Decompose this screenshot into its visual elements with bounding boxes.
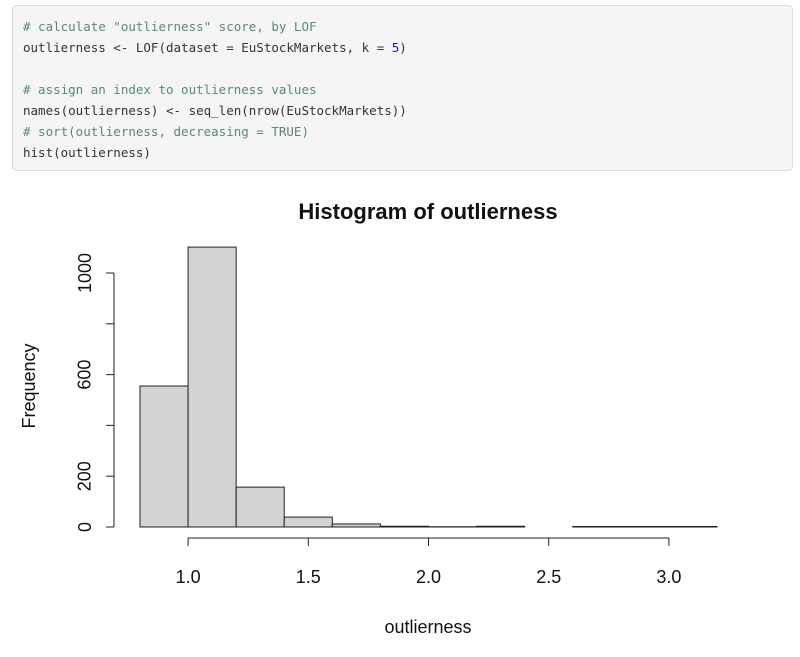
code-token: names(outlierness) <- seq_len(nrow(EuSto… <box>23 103 407 118</box>
bar <box>572 525 622 528</box>
bar <box>476 525 526 528</box>
bar <box>283 516 333 528</box>
x-tick-label: 3.0 <box>656 567 681 587</box>
chart-title: Histogram of outlierness <box>298 199 557 224</box>
y-axis-label: Frequency <box>19 343 39 428</box>
bar <box>331 523 381 528</box>
bar <box>668 525 718 528</box>
code-token: outlierness <- LOF(dataset = EuStockMark… <box>23 40 392 55</box>
code-token: hist(outlierness) <box>23 145 151 160</box>
x-tick-label: 1.5 <box>296 567 321 587</box>
bar <box>187 246 237 528</box>
code-line: hist(outlierness) <box>23 142 782 163</box>
code-token: # sort(outlierness, decreasing = TRUE) <box>23 124 309 139</box>
code-token: 5 <box>391 40 400 55</box>
chart: Histogram of outlierness outlierness Fre… <box>19 199 718 637</box>
y-tick-label: 1000 <box>75 253 95 293</box>
y-tick-label: 200 <box>75 461 95 491</box>
code-line: # sort(outlierness, decreasing = TRUE) <box>23 121 782 142</box>
bar <box>379 525 429 528</box>
x-tick-label: 2.5 <box>536 567 561 587</box>
code-line: names(outlierness) <- seq_len(nrow(EuSto… <box>23 100 782 121</box>
x-tick-label: 2.0 <box>416 567 441 587</box>
bar <box>235 486 285 528</box>
code-block: # calculate "outlierness" score, by LOF o… <box>12 5 793 171</box>
bar <box>139 385 189 528</box>
y-tick-label: 600 <box>75 360 95 390</box>
code-token: # assign an index to outlierness values <box>23 82 317 97</box>
code-token: # calculate "outlierness" score, by LOF <box>23 19 317 34</box>
code-line: # assign an index to outlierness values <box>23 79 782 100</box>
x-tick-label: 1.0 <box>176 567 201 587</box>
y-tick-label: 0 <box>75 522 95 532</box>
code-line: outlierness <- LOF(dataset = EuStockMark… <box>23 37 782 58</box>
bar <box>620 525 670 528</box>
code-line: # calculate "outlierness" score, by LOF <box>23 16 782 37</box>
code-token: ) <box>399 40 407 55</box>
x-axis-label: outlierness <box>384 617 471 637</box>
